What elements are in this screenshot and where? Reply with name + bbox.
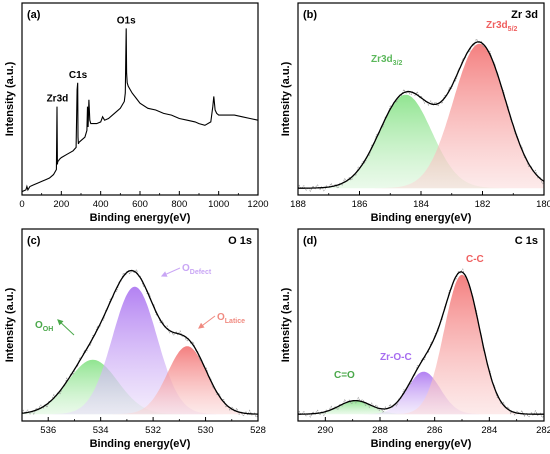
x-axis-label: Binding energy(eV) [90,212,191,224]
y-axis-label: Intensity (a.u.) [4,61,16,136]
component-peak-2 [298,274,544,415]
survey-spectrum-line [22,28,258,193]
x-tick-label: 534 [93,425,109,436]
x-tick-label: 0 [19,199,24,210]
peak-annotation-o1s: O1s [117,15,136,26]
label-main: Zr-O-C [380,352,412,363]
x-tick-label: 286 [427,425,443,436]
x-tick-label: 530 [198,425,214,436]
x-tick-label: 184 [413,199,429,210]
x-tick-label: 536 [40,425,56,436]
x-tick-label: 800 [171,199,187,210]
component-peak-0 [298,94,544,189]
label-main: C-C [466,254,484,265]
label-subscript: 3/2 [393,60,403,67]
panel-label: (a) [27,9,41,21]
x-tick-label: 188 [290,199,306,210]
panel-title: O 1s [228,235,252,247]
panel-label: (c) [27,235,41,247]
plot-area-3 [298,268,544,418]
x-tick-label: 1200 [247,199,268,210]
raw-data-line [298,268,544,418]
x-tick-label: 200 [53,199,69,210]
component-label-c-c: C-C [466,254,484,265]
y-axis-label: Intensity (a.u.) [4,287,16,362]
arrow-odefect [160,267,181,277]
panel-label: (b) [303,9,317,21]
raw-data-line [22,268,258,418]
x-tick-label: 186 [352,199,368,210]
panel-title: C 1s [515,235,538,247]
component-label-zr3d5-2: Zr3d5/2 [486,20,518,33]
chart-panel-2: 536 534 532 530 528 Binding energy(eV) Intensi… [4,228,266,450]
x-tick-label: 282 [536,425,550,436]
panel-label: (d) [303,235,317,247]
component-label-odefect: ODefect [182,263,212,276]
plot-area-2 [22,268,258,418]
label-main: O [35,320,43,331]
label-subscript: Latice [225,318,245,325]
label-main: C=O [334,370,355,381]
chart-panel-1: 188 186 184 182 180 Binding energy(eV) Intensi… [280,2,550,224]
component-peak-1 [298,43,544,189]
fit-envelope-line [298,271,544,415]
fit-envelope-line [22,269,258,415]
arrow-olatice [198,315,216,329]
label-main: Zr3d [486,20,508,31]
x-tick-label: 600 [132,199,148,210]
x-axis-label: Binding energy(eV) [371,212,472,224]
component-peak-0 [22,359,258,415]
x-tick-label: 532 [145,425,161,436]
component-peak-1 [298,371,544,415]
fit-envelope-line [298,41,544,189]
label-subscript: OH [43,326,54,333]
axes-frame-2 [21,228,259,422]
x-tick-label: 284 [481,425,497,436]
component-label-olatice: OLatice [217,312,245,325]
label-main: Zr3d [371,54,393,65]
peak-annotation-zr3d: Zr3d [47,94,69,105]
component-label-zr-o-c: Zr-O-C [380,352,412,363]
x-tick-label: 180 [536,199,550,210]
component-peak-0 [298,400,544,415]
axes-frame-3 [297,228,545,422]
x-tick-label: 1000 [208,199,229,210]
label-main: O [217,312,225,323]
x-tick-label: 400 [93,199,109,210]
plot-area-0 [22,28,258,193]
component-peak-1 [22,286,258,415]
y-axis-label: Intensity (a.u.) [280,287,292,362]
x-tick-label: 528 [250,425,266,436]
label-subscript: 5/2 [508,26,518,33]
x-tick-label: 290 [317,425,333,436]
component-label-ooh: OOH [35,320,53,333]
plot-area-1 [298,38,544,193]
component-peak-2 [22,346,258,415]
y-axis-label: Intensity (a.u.) [280,61,292,136]
x-tick-label: 288 [372,425,388,436]
arrow-ooh [57,319,75,336]
panel-title: Zr 3d [511,9,538,21]
x-axis-label: Binding energy(eV) [371,438,472,450]
label-main: O [182,263,190,274]
label-subscript: Defect [190,269,212,276]
x-tick-label: 182 [475,199,491,210]
component-label-zr3d3-2: Zr3d3/2 [371,54,403,67]
peak-annotation-c1s: C1s [69,70,88,81]
chart-panel-3: 290 288 286 284 282 Binding energy(eV) Intensi… [280,228,550,450]
component-label-c-o: C=O [334,370,355,381]
chart-panel-0: Zr3d C1s O1s 0 200 400 600 800 1000 1200 Binding e… [4,2,269,224]
x-axis-label: Binding energy(eV) [90,438,191,450]
